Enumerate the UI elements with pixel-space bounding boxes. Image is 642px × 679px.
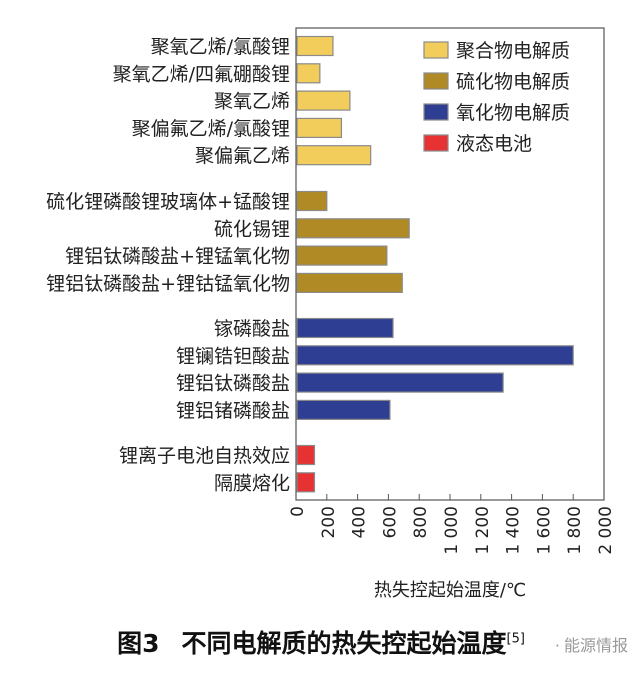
category-label: 锂铝钛磷酸盐+锂锰氧化物 xyxy=(65,246,290,268)
x-tick-label: 1 400 xyxy=(504,506,524,555)
category-label: 聚偏氟乙烯 xyxy=(195,145,290,167)
figure-caption: 图3 不同电解质的热失控起始温度[5] xyxy=(0,624,642,664)
bar xyxy=(296,372,504,393)
bar xyxy=(296,190,328,212)
legend-swatch xyxy=(423,41,449,59)
category-label: 锂铝钛磷酸盐 xyxy=(176,373,290,395)
bar xyxy=(296,145,372,166)
legend-label: 硫化物电解质 xyxy=(456,71,570,93)
category-label: 镓磷酸盐 xyxy=(214,318,290,340)
bar xyxy=(296,117,343,139)
bars-layer xyxy=(296,35,574,493)
category-label: 聚偏氟乙烯/氯酸锂 xyxy=(132,118,290,140)
x-tick-label: 800 xyxy=(411,506,431,538)
category-label: 锂镧锆钽酸盐 xyxy=(176,345,290,367)
x-tick-label: 1 200 xyxy=(473,506,493,555)
x-tick-label: 2 000 xyxy=(596,506,616,555)
bar xyxy=(296,35,334,57)
bar xyxy=(296,63,321,84)
x-tick-label: 1 600 xyxy=(534,506,554,555)
figure-reference: [5] xyxy=(506,631,525,647)
x-tick-label: 0 xyxy=(288,506,308,517)
legend-label: 氧化物电解质 xyxy=(456,102,570,124)
bar xyxy=(296,272,403,293)
bar xyxy=(296,345,574,366)
legend-label: 聚合物电解质 xyxy=(456,40,570,62)
bar xyxy=(296,399,391,420)
category-label: 锂铝锗磷酸盐 xyxy=(176,400,290,422)
figure-title: 不同电解质的热失控起始温度 xyxy=(181,629,507,658)
bar xyxy=(296,444,316,466)
figure-number: 图3 xyxy=(117,629,160,658)
legend-swatch xyxy=(423,103,449,121)
category-label: 聚氧乙烯 xyxy=(214,91,290,113)
legend-swatch xyxy=(423,134,449,152)
category-label: 硫化锂磷酸锂玻璃体+锰酸锂 xyxy=(46,191,290,213)
category-label: 聚氧乙烯/四氟硼酸锂 xyxy=(113,63,290,85)
watermark-dot: · xyxy=(554,636,560,655)
x-tick-label: 200 xyxy=(319,506,339,538)
legend-label: 液态电池 xyxy=(456,133,532,155)
bar xyxy=(296,90,351,111)
x-axis-label: 热失控起始温度/℃ xyxy=(374,580,526,601)
x-tick-label: 1 800 xyxy=(565,506,585,555)
category-label: 锂铝钛磷酸盐+锂钴锰氧化物 xyxy=(46,273,290,295)
x-axis-ticks: 0 200 400 600 800 1 000 1 200 1 400 1 600 1 800 2 … xyxy=(288,494,616,555)
bar xyxy=(296,317,394,339)
category-label: 硫化锡锂 xyxy=(214,218,290,240)
bar xyxy=(296,218,410,239)
x-tick-label: 1 000 xyxy=(442,506,462,555)
watermark: · 能源情报 xyxy=(555,632,628,656)
category-label: 隔膜熔化 xyxy=(214,472,290,494)
x-tick-label: 400 xyxy=(350,506,370,538)
category-label: 锂离子电池自热效应 xyxy=(119,445,290,467)
legend-swatch xyxy=(423,72,449,90)
category-label: 聚氧乙烯/氯酸锂 xyxy=(151,36,290,58)
watermark-text: 能源情报 xyxy=(563,636,628,655)
category-labels: 聚氧乙烯/氯酸锂聚氧乙烯/四氟硼酸锂聚氧乙烯聚偏氟乙烯/氯酸锂聚偏氟乙烯硫化锂磷… xyxy=(46,36,290,494)
x-tick-label: 600 xyxy=(380,506,400,538)
bar xyxy=(296,245,388,266)
bar xyxy=(296,472,316,493)
